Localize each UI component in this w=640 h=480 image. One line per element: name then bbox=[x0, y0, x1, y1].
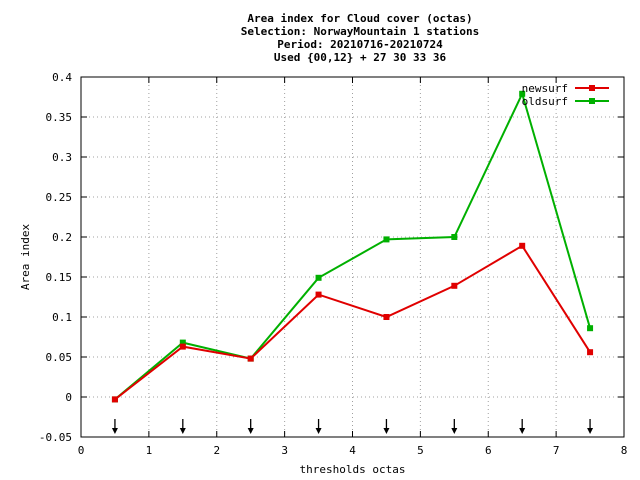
data-point bbox=[451, 282, 458, 289]
data-point bbox=[247, 355, 254, 362]
title-line: Period: 20210716-20210724 bbox=[277, 38, 443, 51]
data-point bbox=[587, 349, 594, 356]
y-tick-label: 0.15 bbox=[46, 271, 73, 284]
grid bbox=[81, 77, 624, 437]
arrow-head bbox=[315, 428, 322, 434]
x-tick-label: 4 bbox=[349, 444, 356, 457]
x-tick-label: 6 bbox=[485, 444, 492, 457]
down-arrow-icon bbox=[451, 419, 458, 434]
y-tick-label: 0.4 bbox=[52, 71, 72, 84]
arrow-head bbox=[247, 428, 254, 434]
threshold-arrows bbox=[111, 419, 594, 434]
x-tick-label: 5 bbox=[417, 444, 424, 457]
data-point bbox=[587, 325, 594, 332]
y-tick-label: 0.3 bbox=[52, 151, 72, 164]
down-arrow-icon bbox=[247, 419, 254, 434]
data-point bbox=[519, 242, 526, 249]
series-line bbox=[114, 244, 591, 401]
x-tick-label: 7 bbox=[553, 444, 560, 457]
series bbox=[111, 90, 594, 403]
data-point bbox=[315, 274, 322, 281]
down-arrow-icon bbox=[111, 419, 118, 434]
y-tick-label: 0.05 bbox=[46, 351, 73, 364]
x-axis-label: thresholds octas bbox=[300, 463, 406, 476]
y-tick-label: 0.2 bbox=[52, 231, 72, 244]
data-point bbox=[111, 396, 118, 403]
legend-label: oldsurf bbox=[522, 95, 568, 108]
data-point bbox=[179, 343, 186, 350]
x-axis-ticks: 0 1 2 3 4 5 6 7 8 bbox=[78, 77, 628, 457]
y-tick-label: 0 bbox=[65, 391, 72, 404]
x-tick-label: 3 bbox=[281, 444, 288, 457]
data-point bbox=[383, 236, 390, 243]
down-arrow-icon bbox=[179, 419, 186, 434]
title-line: Area index for Cloud cover (octas) bbox=[247, 12, 472, 25]
arrow-head bbox=[179, 428, 186, 434]
data-point bbox=[383, 314, 390, 320]
arrow-head bbox=[111, 428, 118, 434]
data-point bbox=[179, 339, 186, 346]
down-arrow-icon bbox=[383, 419, 390, 434]
series-newsurf bbox=[111, 242, 594, 403]
y-axis-label: Area index bbox=[19, 224, 32, 291]
down-arrow-icon bbox=[587, 419, 594, 434]
data-point bbox=[519, 90, 526, 97]
y-tick-label: -0.05 bbox=[39, 431, 72, 444]
title-line: Selection: NorwayMountain 1 stations bbox=[241, 25, 479, 38]
chart-title: Area index for Cloud cover (octas)Select… bbox=[241, 12, 479, 64]
arrow-head bbox=[587, 428, 594, 434]
data-point bbox=[451, 234, 458, 240]
x-tick-label: 0 bbox=[78, 444, 85, 457]
plot-frame bbox=[80, 76, 625, 438]
title-line: Used {00,12} + 27 30 33 36 bbox=[274, 51, 447, 64]
down-arrow-icon bbox=[315, 419, 322, 434]
legend-entry: newsurf bbox=[522, 82, 609, 95]
legend-swatch-marker bbox=[589, 98, 595, 104]
y-tick-label: 0.25 bbox=[46, 191, 73, 204]
y-tick-label: 0.35 bbox=[46, 111, 73, 124]
y-tick-label: 0.1 bbox=[52, 311, 72, 324]
legend-label: newsurf bbox=[522, 82, 568, 95]
legend-entry: oldsurf bbox=[522, 95, 609, 108]
arrow-head bbox=[519, 428, 526, 434]
legend-swatch-marker bbox=[589, 85, 595, 91]
x-tick-label: 1 bbox=[146, 444, 153, 457]
x-tick-label: 8 bbox=[621, 444, 628, 457]
arrow-head bbox=[383, 428, 390, 434]
down-arrow-icon bbox=[519, 419, 526, 434]
x-tick-label: 2 bbox=[213, 444, 220, 457]
data-point bbox=[315, 291, 322, 298]
y-axis-ticks: -0.05 0 0.05 0.1 0.15 0.2 0.25 0.3 0.35 0.4 bbox=[39, 71, 624, 444]
arrow-head bbox=[451, 428, 458, 434]
series-line bbox=[114, 90, 592, 401]
